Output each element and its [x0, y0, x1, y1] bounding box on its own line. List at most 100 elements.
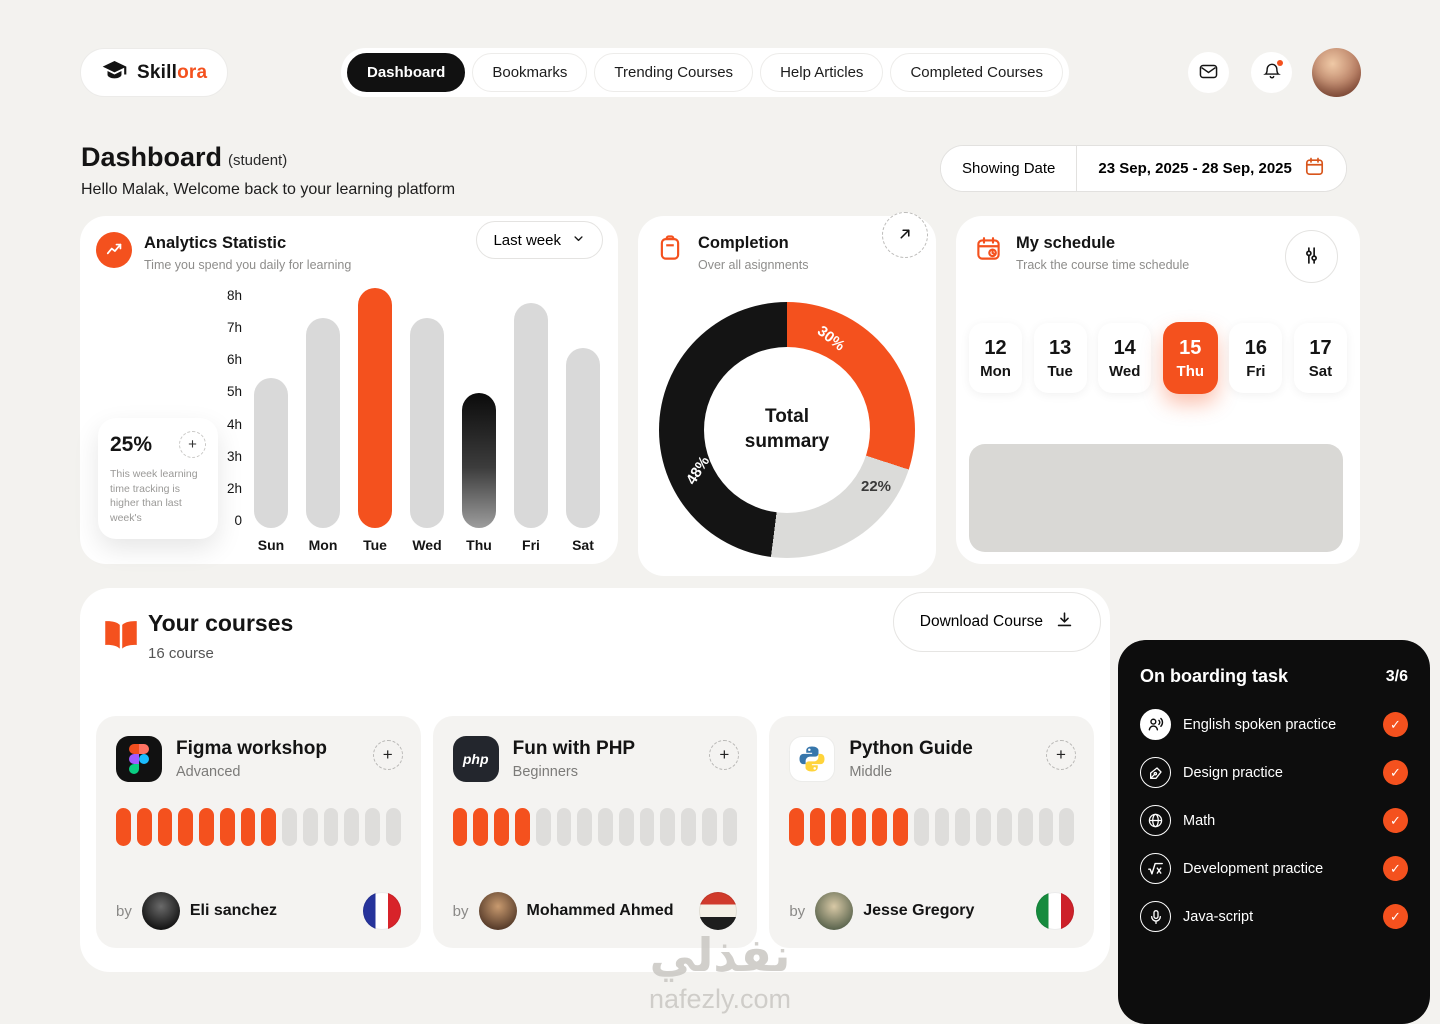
progress-segment [323, 808, 339, 846]
schedule-day-17[interactable]: 17 Sat [1293, 323, 1347, 393]
progress-segment [701, 808, 717, 846]
bar-mon: Mon [306, 318, 340, 554]
progress-segment [976, 808, 991, 846]
task-development-practice[interactable]: Development practice ✓ [1140, 853, 1408, 884]
progress-segment [116, 808, 131, 846]
notifications-button[interactable] [1251, 52, 1292, 93]
progress-segment [199, 808, 214, 846]
date-range-text: 23 Sep, 2025 - 28 Sep, 2025 [1098, 160, 1292, 177]
chevron-down-icon [571, 231, 586, 250]
notification-dot [1277, 60, 1283, 66]
progress-segment [598, 808, 613, 846]
progress-segment [639, 808, 655, 846]
y-axis-tick: 5h [226, 384, 242, 400]
nav-item-help-articles[interactable]: Help Articles [760, 53, 884, 92]
course-card[interactable]: Figma workshop Advanced + by Eli sanchez [96, 716, 421, 948]
graduation-cap-icon [101, 57, 128, 89]
progress-segment [136, 808, 152, 846]
onboarding-task-list: English spoken practice ✓ Design practice ✓… [1140, 709, 1408, 932]
nav-item-bookmarks[interactable]: Bookmarks [472, 53, 588, 92]
progress-segment [913, 808, 929, 846]
task-math[interactable]: Math ✓ [1140, 805, 1408, 836]
brand-logo[interactable]: Skillora [80, 48, 229, 97]
add-course-button[interactable]: + [372, 740, 403, 770]
progress-segment [681, 808, 696, 846]
date-control: Showing Date 23 Sep, 2025 - 28 Sep, 2025 [940, 145, 1347, 192]
download-icon [1055, 610, 1074, 634]
check-icon[interactable]: ✓ [1383, 904, 1408, 929]
mail-icon [1198, 61, 1219, 85]
course-grid: Figma workshop Advanced + by Eli sanchez php F… [96, 716, 1095, 948]
y-axis-tick: 3h [226, 448, 242, 464]
instructor-name: Mohammed Ahmed [526, 902, 674, 919]
period-filter-dropdown[interactable]: Last week [476, 221, 603, 259]
nav-item-trending-courses[interactable]: Trending Courses [594, 53, 754, 92]
courses-count: 16 course [148, 645, 214, 662]
x-axis-label: Thu [466, 537, 492, 553]
task-label: Design practice [1183, 764, 1283, 781]
completion-subtitle: Over all asignments [698, 258, 809, 272]
course-level: Middle [849, 764, 893, 780]
schedule-days: 12 Mon 13 Tue 14 Wed 15 Thu 16 Fri 17 Sat [969, 322, 1347, 394]
user-avatar[interactable] [1312, 48, 1361, 97]
nav-item-completed-courses[interactable]: Completed Courses [890, 53, 1063, 92]
progress-segment [302, 808, 318, 846]
add-course-button[interactable]: + [709, 740, 740, 770]
x-axis-label: Sat [572, 537, 594, 553]
progress-segment [452, 808, 468, 846]
progress-segment [473, 808, 489, 846]
course-title: Fun with PHP [512, 738, 636, 759]
schedule-settings-button[interactable] [1285, 230, 1338, 283]
sliders-icon [1301, 245, 1322, 269]
schedule-day-13[interactable]: 13 Tue [1033, 323, 1087, 393]
onboarding-panel: On boarding task 3/6 English spoken prac… [1118, 640, 1430, 1024]
check-icon[interactable]: ✓ [1383, 712, 1408, 737]
plus-icon[interactable]: + [179, 431, 206, 458]
add-course-button[interactable]: + [1046, 740, 1077, 770]
task-design-practice[interactable]: Design practice ✓ [1140, 757, 1408, 788]
schedule-day-12[interactable]: 12 Mon [969, 323, 1022, 393]
y-axis-tick: 0 [234, 512, 242, 528]
check-icon[interactable]: ✓ [1383, 856, 1408, 881]
onboarding-progress: 3/6 [1385, 667, 1408, 685]
course-card[interactable]: Python Guide Middle + by Jesse Gregory [769, 716, 1095, 948]
progress-segment [157, 808, 173, 846]
schedule-empty-slot [969, 444, 1343, 552]
schedule-day-16[interactable]: 16 Fri [1229, 323, 1283, 393]
period-filter-label: Last week [493, 231, 561, 249]
course-title: Python Guide [849, 738, 973, 759]
schedule-title: My schedule [1016, 234, 1116, 252]
y-axis-tick: 4h [226, 416, 242, 432]
x-axis-label: Wed [412, 537, 442, 553]
course-level: Advanced [176, 764, 241, 780]
download-course-button[interactable]: Download Course [892, 592, 1101, 652]
your-courses-card: Your courses 16 course Download Course F… [80, 588, 1110, 972]
x-axis-label: Tue [363, 537, 387, 553]
schedule-day-15[interactable]: 15 Thu [1162, 322, 1218, 394]
progress-segment [535, 808, 551, 846]
progress-segment [955, 808, 971, 846]
nav-item-dashboard[interactable]: Dashboard [347, 53, 466, 92]
course-card[interactable]: php Fun with PHP Beginners + by Mohammed Ahme… [432, 716, 758, 948]
task-label: English spoken practice [1183, 716, 1337, 733]
check-icon[interactable]: ✓ [1383, 760, 1408, 785]
progress-segment [219, 808, 235, 846]
showing-date-label[interactable]: Showing Date [941, 146, 1078, 191]
bars-area: Sun Mon Tue Wed Thu Fri Sat [254, 288, 600, 554]
instructor-name: Jesse Gregory [863, 902, 975, 919]
globe-icon [1140, 805, 1171, 836]
analytics-title: Analytics Statistic [144, 234, 287, 252]
python-icon [789, 736, 836, 782]
schedule-day-14[interactable]: 14 Wed [1098, 323, 1152, 393]
calendar-icon [1304, 156, 1325, 181]
mail-button[interactable] [1188, 52, 1229, 93]
bell-icon [1262, 61, 1282, 84]
progress-segment [934, 808, 950, 846]
check-icon[interactable]: ✓ [1383, 808, 1408, 833]
date-range-picker[interactable]: 23 Sep, 2025 - 28 Sep, 2025 [1077, 146, 1346, 191]
task-java-script[interactable]: Java-script ✓ [1140, 901, 1408, 932]
bar-sat: Sat [566, 348, 600, 554]
expand-button[interactable] [882, 212, 928, 258]
progress-segment [789, 808, 805, 846]
task-english-spoken-practice[interactable]: English spoken practice ✓ [1140, 709, 1408, 740]
